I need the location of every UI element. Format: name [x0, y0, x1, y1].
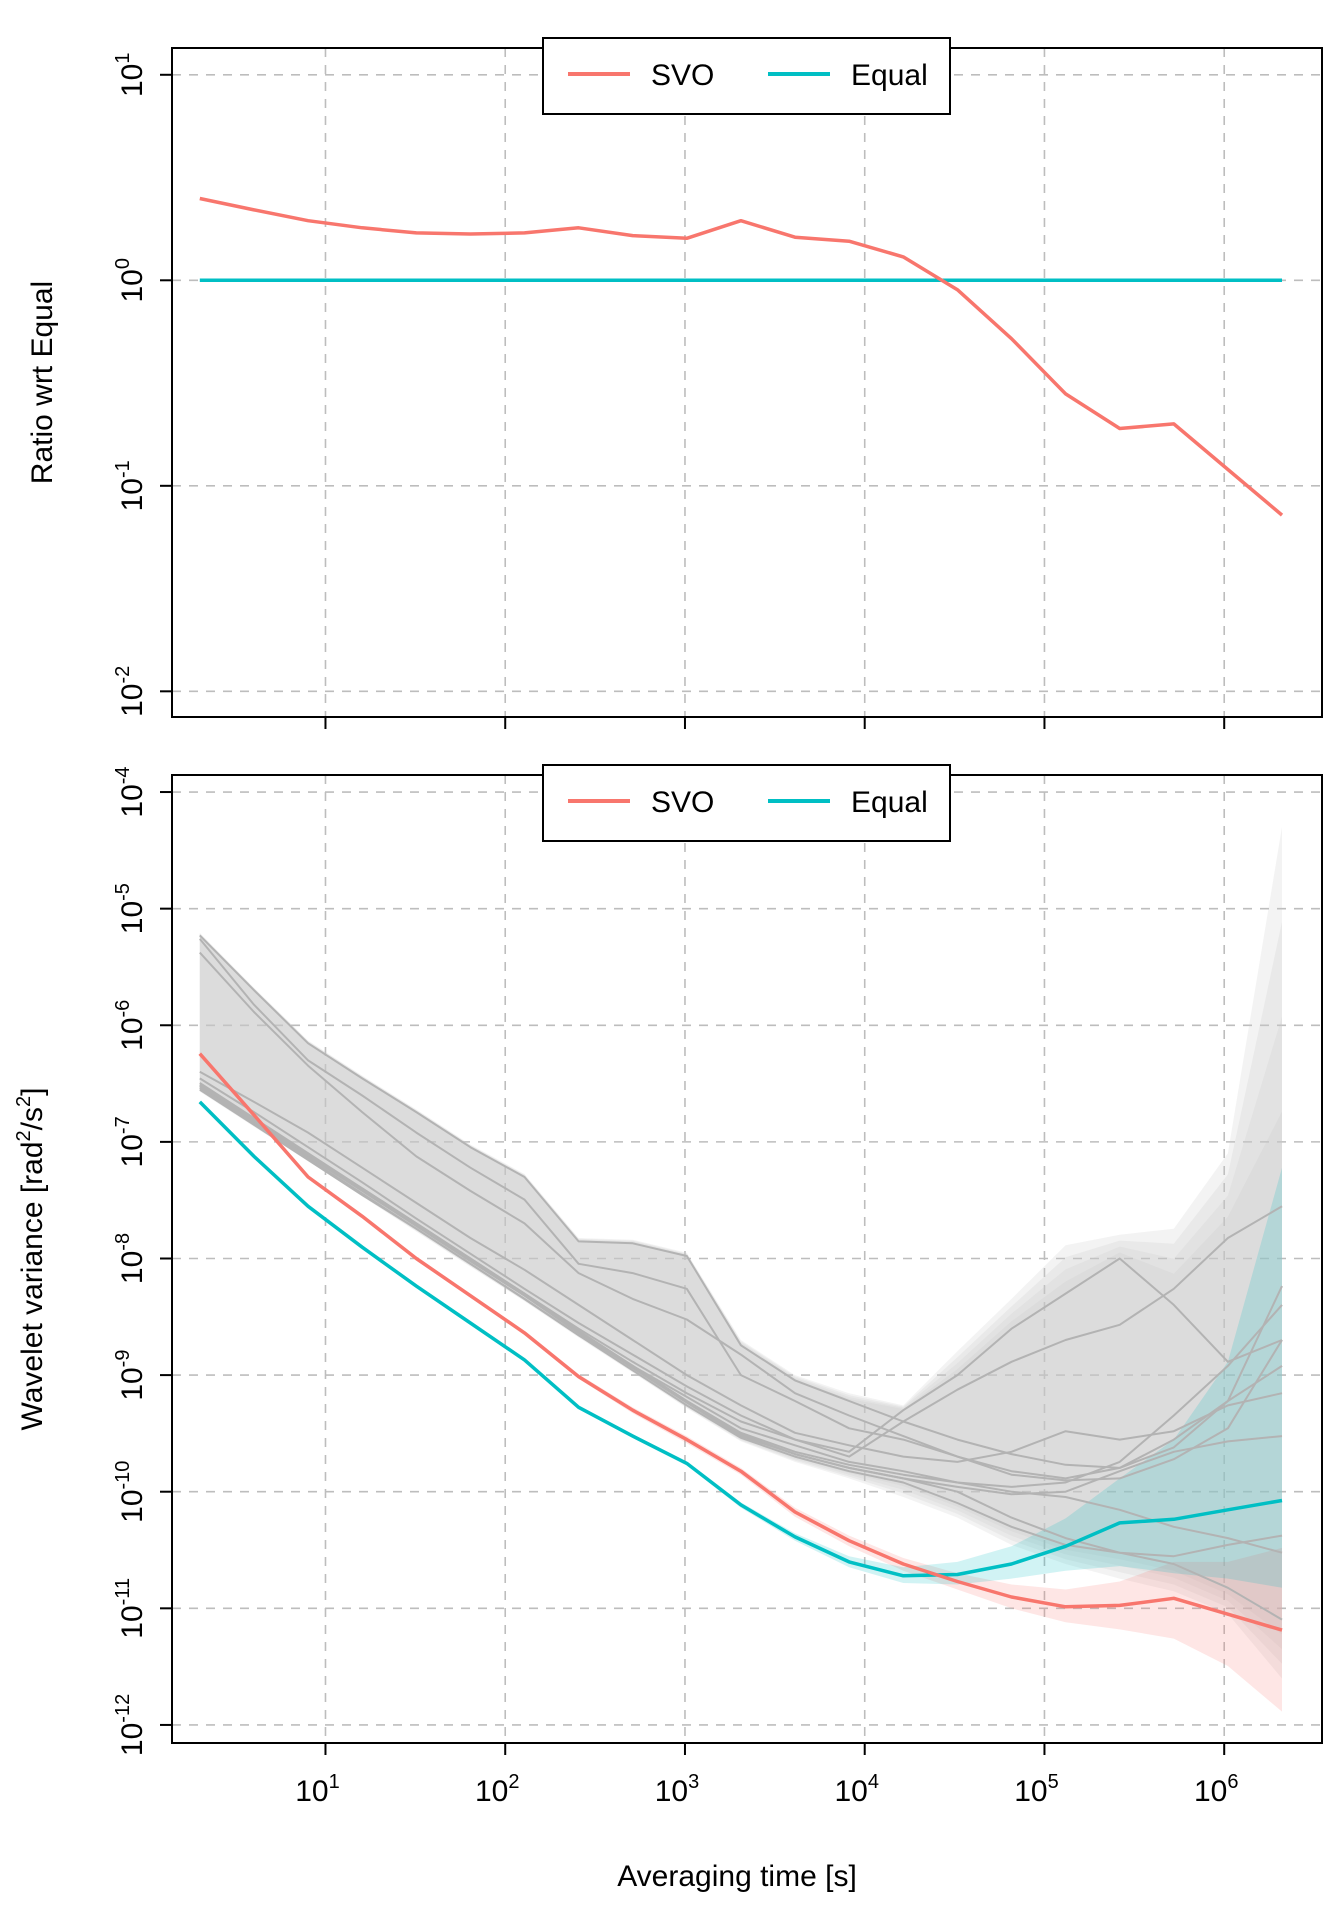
x-tick-label: 106 [1194, 1771, 1239, 1808]
y-tick-label: 10-1 [112, 460, 149, 511]
ylabel-sup1: 2 [13, 1130, 35, 1141]
legend-label: Equal [851, 59, 928, 92]
background-line [199, 1070, 1283, 1463]
bottom-confidence-bands [199, 827, 1282, 1712]
bottom-panel: 10-1210-1110-1010-910-810-710-610-510-4 … [13, 764, 1323, 1893]
legend-box [542, 37, 951, 115]
ylabel-mid: /s [16, 1107, 49, 1130]
series-line-svo [198, 1052, 1283, 1632]
y-tick-label: 10-4 [112, 766, 149, 817]
background-line [199, 1082, 1283, 1554]
background-line [199, 1087, 1283, 1558]
top-y-axis-label: Ratio wrt Equal [26, 281, 59, 484]
legend-label: SVO [651, 786, 714, 819]
top-panel: 10-2 10-1 100 101 Ratio wrt Equal SVO Equal [26, 37, 1323, 729]
bottom-grid [172, 775, 1322, 1743]
background-line [199, 1083, 1283, 1621]
top-y-ticks: 10-2 10-1 100 101 [112, 53, 172, 717]
background-line [199, 1085, 1283, 1496]
x-tick-label: 105 [1014, 1771, 1059, 1808]
background-line [199, 934, 1283, 1469]
background-line [199, 1077, 1283, 1453]
y-tick-label: 10-7 [112, 1116, 149, 1167]
y-tick-label: 10-8 [112, 1233, 149, 1284]
y-tick-label: 10-2 [112, 666, 149, 717]
legend-label: SVO [651, 59, 714, 92]
top-grid [172, 48, 1322, 717]
y-tick-label: 101 [112, 53, 149, 98]
band-equal [199, 1100, 1282, 1588]
y-tick-label: 10-5 [112, 883, 149, 934]
y-tick-label: 10-12 [112, 1694, 149, 1756]
top-x-ticks [324, 717, 1226, 729]
y-tick-label: 10-6 [112, 1000, 149, 1051]
ylabel-sup2: 2 [13, 1096, 35, 1107]
background-band [199, 827, 1282, 1679]
top-legend: SVO Equal [542, 37, 951, 115]
bottom-legend: SVO Equal [542, 764, 951, 842]
ylabel-end: ] [16, 1088, 49, 1096]
bottom-series [198, 1052, 1283, 1632]
bottom-x-ticks: 101 102 103 104 105 106 [295, 1743, 1238, 1808]
top-plot-frame [171, 47, 1323, 718]
series-line-svo [199, 196, 1284, 517]
y-tick-label: 100 [112, 258, 149, 303]
bottom-x-axis-label: Averaging time [s] [617, 1860, 857, 1893]
y-tick-label: 10-10 [112, 1461, 149, 1523]
bottom-y-axis-label: Wavelet variance [rad2/s2] [13, 1088, 49, 1431]
x-tick-label: 103 [655, 1771, 700, 1808]
background-band [199, 934, 1282, 1635]
background-band [199, 921, 1282, 1664]
bottom-background-lines [199, 934, 1283, 1621]
x-tick-label: 104 [834, 1771, 879, 1808]
series-line-equal [198, 1100, 1283, 1578]
x-tick-label: 101 [295, 1771, 340, 1808]
top-series [199, 196, 1284, 517]
y-tick-label: 10-11 [112, 1578, 149, 1639]
bottom-y-ticks: 10-12 10-11 10-10 10-9 10-8 10-7 10-6 10-5 10-4 [112, 766, 172, 1756]
legend-label: Equal [851, 786, 928, 819]
ylabel-main: Wavelet variance [rad [16, 1141, 49, 1430]
x-tick-label: 102 [475, 1771, 519, 1808]
y-tick-label: 10-9 [112, 1350, 149, 1401]
background-line [199, 951, 1283, 1480]
